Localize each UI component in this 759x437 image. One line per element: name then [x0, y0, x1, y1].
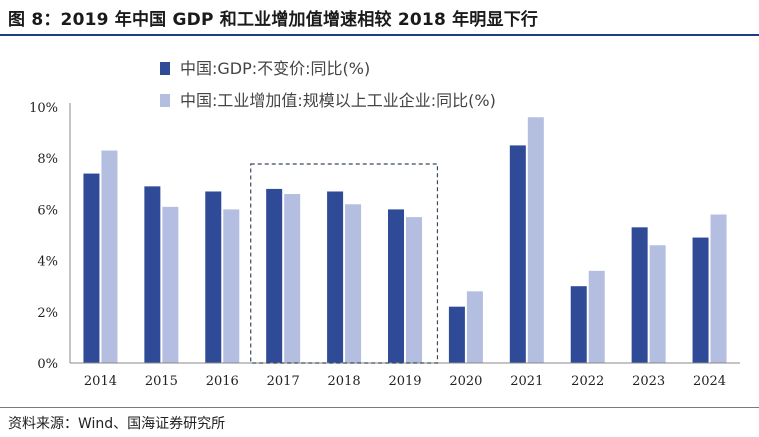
x-tick-label-2022: 2022 — [571, 374, 604, 389]
x-tick-label-2014: 2014 — [84, 374, 117, 389]
title-divider — [0, 34, 759, 36]
highlight — [250, 163, 439, 364]
y-tick-label-2: 2% — [37, 306, 58, 321]
x-tick-label-2018: 2018 — [328, 374, 361, 389]
figure-title: 图 8：2019 年中国 GDP 和工业增加值增速相较 2018 年明显下行 — [8, 10, 539, 30]
legend-label-1: 中国:GDP:不变价:同比(%) — [180, 59, 370, 78]
bar-2023-series-2 — [649, 245, 666, 363]
bars — [83, 117, 727, 364]
y-tick-label-6: 6% — [37, 203, 58, 218]
bar-2022-series-2 — [588, 270, 605, 363]
bar-2017-series-2 — [284, 194, 301, 363]
highlight-box-2017-2019 — [250, 163, 439, 364]
footer-divider — [0, 407, 759, 408]
bar-2020-series-1 — [448, 306, 465, 363]
y-axis: 0% 2% 4% 6% 8% 10% — [29, 101, 71, 372]
bar-2022-series-1 — [570, 286, 587, 363]
source-note: 资料来源：Wind、国海证券研究所 — [8, 416, 226, 432]
bar-2016-series-2 — [223, 209, 240, 363]
x-tick-label-2016: 2016 — [206, 374, 239, 389]
x-tick-label-2024: 2024 — [693, 374, 726, 389]
x-tick-label-2019: 2019 — [388, 374, 421, 389]
y-tick-label-10: 10% — [29, 101, 58, 116]
bar-2015-series-1 — [144, 186, 161, 363]
bar-2021-series-2 — [527, 117, 544, 364]
bar-2019-series-2 — [406, 217, 422, 363]
legend-swatch-2 — [160, 94, 170, 107]
bar-2018-series-1 — [327, 191, 344, 363]
bar-2024-series-2 — [710, 214, 727, 363]
x-tick-label-2023: 2023 — [632, 374, 665, 389]
x-tick-label-2021: 2021 — [510, 374, 543, 389]
x-tick-label-2015: 2015 — [145, 374, 178, 389]
legend-label-2: 中国:工业增加值:规模以上工业企业:同比(%) — [180, 91, 496, 110]
bar-2014-series-2 — [101, 150, 118, 363]
bar-2021-series-1 — [509, 145, 526, 363]
chart: 中国:GDP:不变价:同比(%)中国:工业增加值:规模以上工业企业:同比(%) … — [29, 59, 740, 389]
bar-2020-series-2 — [466, 291, 483, 363]
x-axis: 2014 2015 2016 2017 2018 2019 2020 2021 2022 2023… — [70, 362, 740, 389]
bar-2024-series-1 — [692, 237, 709, 363]
y-tick-label-4: 4% — [37, 255, 58, 270]
bar-2017-series-1 — [266, 188, 283, 363]
x-tick-label-2020: 2020 — [449, 374, 482, 389]
bar-2019-series-1 — [388, 209, 404, 363]
bar-2018-series-2 — [345, 204, 362, 363]
bar-2016-series-1 — [205, 191, 222, 363]
legend: 中国:GDP:不变价:同比(%) 中国:工业增加值:规模以上工业企业:同比(%) — [160, 59, 496, 110]
bar-2023-series-1 — [631, 227, 648, 363]
y-tick-label-0: 0% — [37, 357, 58, 372]
x-tick-label-2017: 2017 — [267, 374, 300, 389]
bar-2015-series-2 — [162, 206, 179, 363]
legend-swatch-1 — [160, 62, 170, 75]
bar-2014-series-1 — [83, 173, 100, 363]
y-tick-label-8: 8% — [37, 152, 58, 167]
